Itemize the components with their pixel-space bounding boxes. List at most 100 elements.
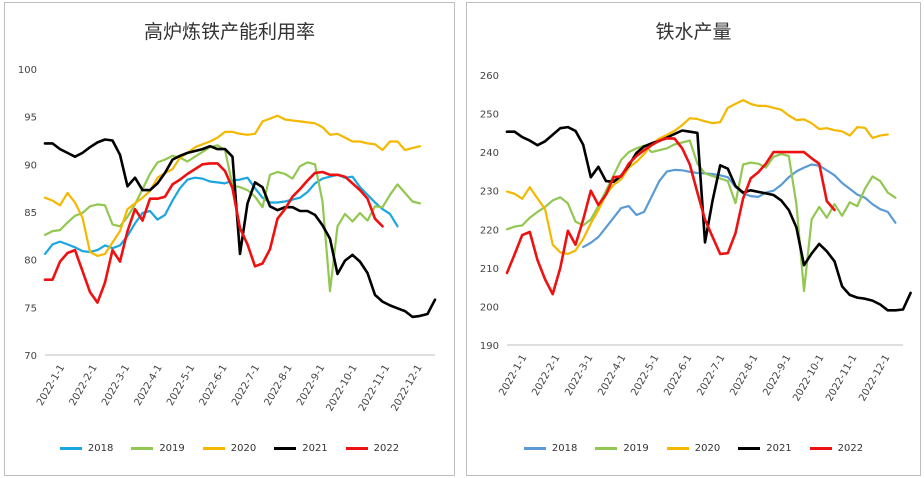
legend-label: 2022	[837, 443, 864, 454]
legend-swatch	[738, 447, 761, 450]
legend-item-2020: 2020	[202, 443, 257, 454]
x-tick-label: 2022-9-1	[295, 363, 327, 408]
legend-label: 2018	[87, 443, 114, 454]
x-tick: 2022-11-1	[357, 363, 392, 413]
x-tick-label: 2022-9-1	[761, 353, 793, 398]
legend-item-2018: 2018	[59, 443, 114, 454]
x-tick-label: 2022-7-1	[695, 353, 727, 398]
x-tick-label: 2022-2-1	[68, 363, 100, 408]
series-line-2021	[43, 138, 437, 319]
x-tick: 2022-9-1	[761, 353, 793, 398]
y-tick-label: 95	[24, 113, 37, 124]
x-tick-label: 2022-1-1	[497, 353, 529, 398]
legend-item-2020: 2020	[666, 443, 721, 454]
x-tick: 2022-1-1	[35, 363, 67, 408]
legend-swatch	[274, 447, 297, 450]
legend-item-2022: 2022	[809, 443, 864, 454]
y-tick-label: 80	[24, 256, 37, 267]
x-tick: 2022-4-1	[596, 353, 628, 398]
series-line-2019	[505, 139, 897, 293]
y-tick-label: 190	[480, 341, 499, 352]
x-tick: 2022-3-1	[100, 363, 132, 408]
legend-label: 2021	[302, 443, 328, 454]
x-tick: 2022-9-1	[295, 363, 327, 408]
legend-swatch	[595, 447, 618, 450]
y-tick-label: 100	[18, 65, 37, 76]
series-line-2022	[43, 162, 384, 304]
x-tick: 2022-10-1	[324, 363, 359, 413]
x-tick: 2022-8-1	[263, 363, 295, 408]
x-tick-label: 2022-4-1	[133, 363, 165, 408]
legend-item-2018: 2018	[523, 443, 578, 454]
legend-label: 2018	[551, 443, 578, 454]
x-tick-label: 2022-8-1	[728, 353, 760, 398]
legend-swatch	[59, 447, 82, 450]
x-tick-label: 2022-5-1	[629, 353, 661, 398]
legend-item-2021: 2021	[274, 443, 328, 454]
x-tick-label: 2022-3-1	[100, 363, 132, 408]
chart-title: 高炉炼铁产能利用率	[143, 21, 315, 43]
chart-legend: 2018 2019 2020 2021 2022	[5, 443, 454, 454]
x-tick: 2022-6-1	[198, 363, 230, 408]
legend-label: 2019	[159, 443, 185, 454]
x-tick: 2022-4-1	[133, 363, 165, 408]
legend-item-2019: 2019	[131, 443, 185, 454]
y-tick-label: 240	[480, 148, 499, 159]
x-tick: 2022-2-1	[530, 353, 562, 398]
x-tick-label: 2022-7-1	[230, 363, 262, 408]
y-tick-label: 260	[480, 71, 499, 82]
series-line-2022	[505, 137, 836, 296]
x-tick-label: 2022-1-1	[35, 363, 67, 408]
x-tick: 2022-5-1	[165, 363, 197, 408]
x-tick-label: 2022-10-1	[324, 363, 359, 413]
x-tick: 2022-7-1	[695, 353, 727, 398]
x-tick-label: 2022-6-1	[662, 353, 694, 398]
x-tick-label: 2022-11-1	[824, 353, 859, 403]
legend-swatch	[809, 447, 832, 450]
chart-plot-area: 190 200 210 220 230 240 250 260 2022-1-1 2022-2-1…	[480, 71, 912, 403]
x-tick: 2022-3-1	[563, 353, 595, 398]
x-tick: 2022-12-1	[389, 363, 424, 413]
legend-item-2019: 2019	[595, 443, 649, 454]
legend-label: 2020	[230, 443, 257, 454]
x-tick-label: 2022-3-1	[563, 353, 595, 398]
x-tick: 2022-8-1	[728, 353, 760, 398]
y-tick-label: 85	[24, 208, 37, 219]
chart-panel-capacity: 高炉炼铁产能利用率 70 75 80 85 90 95 100 2022-1-1 2022-2-…	[4, 2, 455, 476]
legend-swatch	[202, 447, 225, 450]
x-tick: 2022-1-1	[497, 353, 529, 398]
series-line-2021	[505, 125, 912, 312]
series-line-2020	[43, 114, 422, 257]
legend-swatch	[523, 447, 546, 450]
x-tick-label: 2022-5-1	[165, 363, 197, 408]
legend-label: 2022	[373, 443, 400, 454]
legend-label: 2020	[694, 443, 721, 454]
y-tick-label: 230	[480, 187, 499, 198]
y-tick-label: 210	[480, 264, 499, 275]
chart-panel-output: 铁水产量 190 200 210 220 230 240 250 260 2022-1-1 202…	[466, 2, 921, 476]
x-tick-label: 2022-6-1	[198, 363, 230, 408]
x-tick-label: 2022-12-1	[389, 363, 424, 413]
legend-label: 2019	[623, 443, 649, 454]
x-tick: 2022-10-1	[791, 353, 826, 403]
y-tick-label: 90	[24, 160, 37, 171]
y-tick-label: 70	[24, 351, 37, 362]
x-tick: 2022-7-1	[230, 363, 262, 408]
y-tick-label: 75	[24, 303, 37, 314]
legend-item-2021: 2021	[738, 443, 792, 454]
x-tick-label: 2022-4-1	[596, 353, 628, 398]
x-tick: 2022-5-1	[629, 353, 661, 398]
x-tick-label: 2022-11-1	[357, 363, 392, 413]
series-line-2020	[505, 99, 889, 256]
legend-item-2022: 2022	[345, 443, 400, 454]
legend-swatch	[666, 447, 689, 450]
x-tick-label: 2022-10-1	[791, 353, 826, 403]
x-tick: 2022-6-1	[662, 353, 694, 398]
x-tick-label: 2022-2-1	[530, 353, 562, 398]
chart-title: 铁水产量	[655, 21, 732, 43]
chart-legend: 2018 2019 2020 2021 2022	[467, 443, 920, 454]
legend-label: 2021	[766, 443, 792, 454]
x-tick: 2022-2-1	[68, 363, 100, 408]
legend-swatch	[131, 447, 154, 450]
